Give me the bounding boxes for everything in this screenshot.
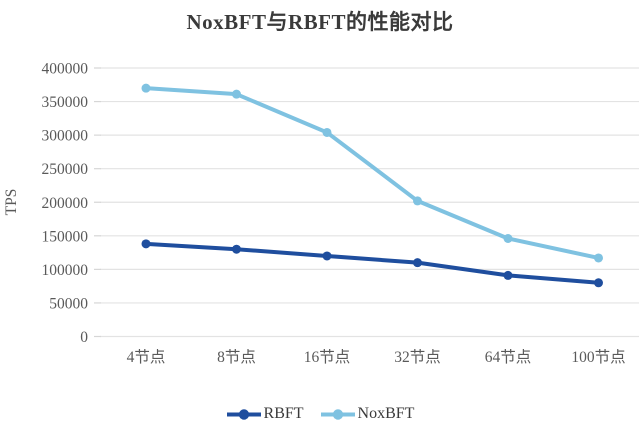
chart-legend: RBFT NoxBFT bbox=[0, 405, 640, 423]
y-tick-label: 0 bbox=[80, 329, 88, 346]
legend-line-marker-icon bbox=[226, 408, 261, 420]
legend-item-noxbft: NoxBFT bbox=[320, 405, 415, 423]
series-line-rbft bbox=[144, 241, 601, 285]
y-axis-title: TPS bbox=[3, 189, 20, 216]
y-tick-label: 400000 bbox=[42, 61, 89, 78]
data-point-rbft bbox=[413, 258, 422, 268]
y-tick-label: 250000 bbox=[42, 161, 89, 178]
data-point-noxbft bbox=[594, 253, 603, 263]
x-tick-label: 4节点 bbox=[127, 348, 166, 366]
legend-label-noxbft: NoxBFT bbox=[357, 405, 415, 422]
legend-label-rbft: RBFT bbox=[263, 405, 304, 422]
data-point-noxbft bbox=[322, 127, 332, 137]
series-line-noxbft bbox=[144, 86, 601, 260]
x-tick-label: 8节点 bbox=[217, 348, 256, 366]
data-point-rbft bbox=[232, 244, 241, 254]
y-tick-label: 200000 bbox=[42, 195, 89, 212]
data-point-rbft bbox=[322, 251, 332, 261]
data-point-noxbft bbox=[503, 233, 513, 243]
x-tick-label: 16节点 bbox=[304, 348, 351, 366]
data-point-noxbft bbox=[232, 89, 241, 99]
data-point-rbft bbox=[594, 278, 603, 288]
x-tick-label: 32节点 bbox=[394, 348, 441, 366]
x-tick-label: 64节点 bbox=[485, 348, 532, 366]
x-tick-label: 100节点 bbox=[571, 348, 625, 366]
data-point-noxbft bbox=[141, 83, 151, 93]
y-tick-label: 300000 bbox=[42, 128, 89, 145]
y-tick-label: 50000 bbox=[49, 295, 88, 312]
data-point-rbft bbox=[141, 239, 151, 249]
data-point-noxbft bbox=[413, 196, 422, 206]
data-point-rbft bbox=[503, 270, 513, 280]
y-tick-label: 350000 bbox=[42, 94, 89, 111]
y-tick-label: 100000 bbox=[42, 262, 89, 279]
legend-line-marker-icon bbox=[320, 408, 355, 420]
y-tick-label: 150000 bbox=[42, 228, 89, 245]
legend-item-rbft: RBFT bbox=[226, 405, 304, 423]
chart-title: NoxBFT与RBFT的性能对比 bbox=[186, 10, 454, 34]
